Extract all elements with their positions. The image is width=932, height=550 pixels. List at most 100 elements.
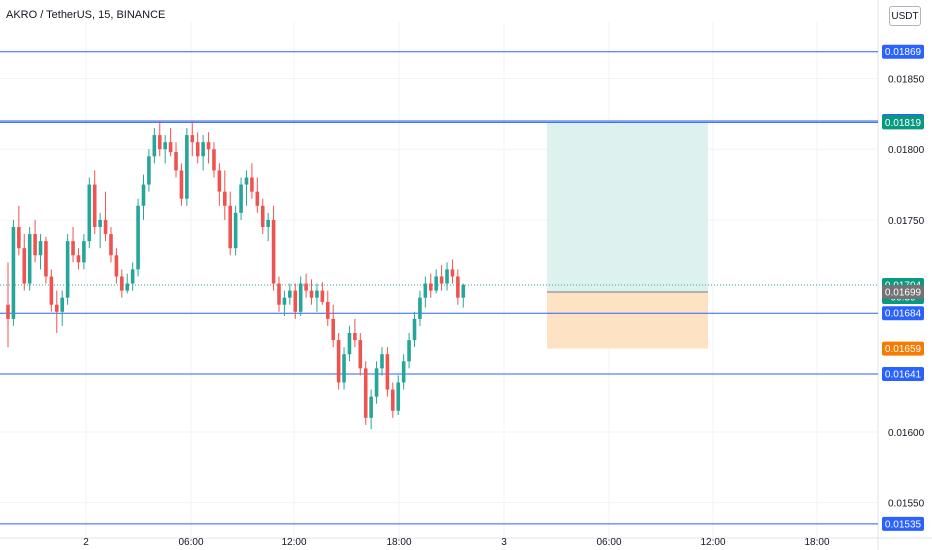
price-tag-bg — [882, 115, 924, 130]
candle — [347, 325, 352, 362]
candle — [315, 283, 319, 312]
candle-body — [190, 135, 195, 143]
candle-body — [342, 354, 346, 383]
candle-body — [304, 283, 308, 291]
y-tick-label: 0.01750 — [888, 216, 925, 227]
candle-body — [152, 135, 157, 157]
candle-body — [461, 284, 466, 298]
candle-body — [401, 361, 406, 383]
candle — [445, 262, 449, 291]
candle — [44, 236, 48, 284]
price-tag-label: 0.01869 — [885, 47, 922, 58]
candle — [331, 304, 335, 348]
candle-body — [369, 396, 373, 418]
candle-body — [44, 241, 48, 277]
candle-body — [428, 283, 433, 291]
candle — [336, 333, 341, 390]
candle-body — [60, 297, 64, 312]
candle-body — [293, 290, 298, 312]
candle-body — [439, 276, 444, 284]
candle-body — [282, 297, 287, 305]
candle — [277, 276, 281, 312]
candle — [325, 290, 330, 326]
candle — [114, 248, 119, 284]
candle — [141, 174, 146, 220]
candle-body — [6, 304, 10, 319]
candle-body — [168, 142, 173, 153]
candle — [391, 382, 395, 418]
candle — [353, 318, 357, 348]
price-tag-bg — [882, 341, 924, 356]
position-tool — [547, 122, 708, 349]
candle-body — [374, 368, 379, 397]
candle-body — [92, 184, 97, 227]
candle — [282, 290, 287, 317]
candle — [407, 333, 411, 369]
candle-body — [195, 142, 200, 157]
candle — [260, 198, 265, 235]
price-tag-bg — [882, 285, 924, 300]
candle — [125, 273, 130, 294]
price-tag: 0.01659 — [882, 341, 924, 356]
candle — [190, 120, 195, 157]
price-tags: 0.018690.018200.018190.0170406:300.01699… — [882, 44, 924, 531]
price-tag-label: 0.01819 — [885, 118, 922, 129]
currency-unit-button[interactable]: USDT — [889, 6, 921, 26]
candle-body — [336, 340, 341, 383]
candle — [385, 347, 390, 397]
price-tag-label: 0.01659 — [885, 344, 922, 355]
candle — [239, 177, 243, 220]
candle — [76, 248, 81, 270]
candle-body — [109, 234, 113, 256]
x-tick-label: 06:00 — [596, 537, 621, 548]
candle-body — [450, 269, 455, 277]
candle — [255, 177, 260, 213]
y-tick-label: 0.01800 — [888, 145, 925, 156]
candle — [418, 290, 422, 326]
candle-body — [179, 170, 184, 199]
candle — [82, 234, 86, 270]
candle-body — [250, 177, 254, 192]
candle — [185, 128, 189, 206]
candle — [212, 142, 216, 178]
candle-body — [423, 283, 428, 298]
candle — [320, 282, 325, 305]
candle — [98, 212, 102, 249]
candle-body — [103, 219, 108, 235]
candle — [6, 262, 10, 348]
candle — [244, 170, 249, 206]
x-tick-label: 06:00 — [178, 537, 203, 548]
candle-body — [309, 290, 314, 298]
x-tick-label: 12:00 — [700, 537, 725, 548]
candle — [380, 347, 384, 376]
candle — [136, 198, 140, 277]
price-tag-label: 0.01535 — [885, 519, 922, 530]
candle-body — [147, 156, 151, 185]
candle — [27, 226, 32, 291]
candle — [304, 273, 308, 298]
candle-body — [315, 290, 319, 298]
price-tag: 0.01869 — [882, 44, 924, 59]
candle — [401, 354, 406, 390]
candle — [217, 163, 222, 206]
y-tick-label: 0.01550 — [888, 499, 925, 510]
candle — [22, 234, 27, 291]
price-tag: 0.01641 — [882, 367, 924, 382]
candle-body — [418, 297, 422, 319]
candle-body — [76, 255, 81, 263]
candle-body — [120, 276, 124, 291]
candle-body — [255, 191, 260, 206]
candle-body — [185, 135, 189, 199]
candle-body — [71, 241, 75, 256]
x-tick-label: 18:00 — [386, 537, 411, 548]
candle-body — [212, 149, 216, 171]
candle — [374, 361, 379, 404]
candle — [38, 234, 43, 270]
candle — [87, 177, 92, 249]
candle-body — [331, 318, 335, 341]
candle — [157, 120, 162, 157]
candle — [201, 135, 205, 171]
candle — [434, 269, 438, 294]
x-tick-label: 3 — [501, 537, 507, 548]
